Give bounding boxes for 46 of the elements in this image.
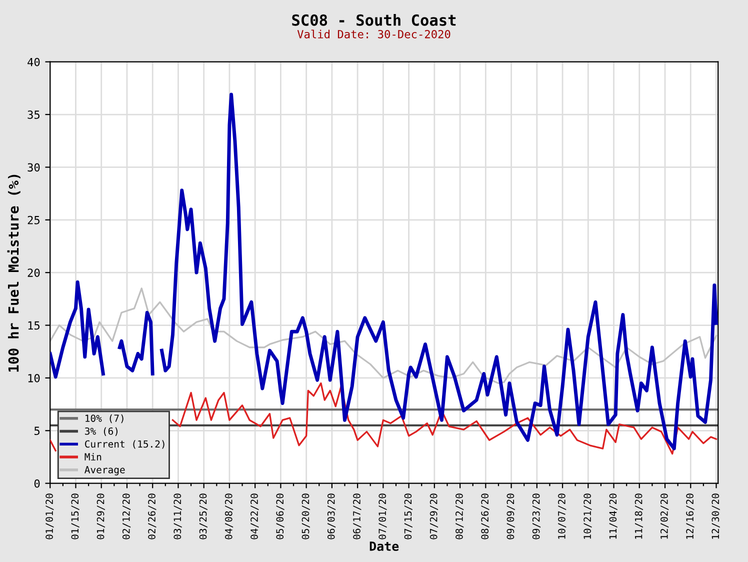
x-tick-label: 06/03/20 <box>327 494 336 540</box>
x-tick-label: 02/26/20 <box>148 494 156 540</box>
x-tick-label: 04/22/20 <box>250 494 259 540</box>
x-axis-title: Date <box>370 542 399 551</box>
x-tick-label: 06/17/20 <box>353 494 362 540</box>
chart-title: SC08 - South Coast <box>292 14 456 26</box>
y-tick-label: 10 <box>28 374 40 382</box>
y-tick-label: 35 <box>28 110 40 119</box>
chart-subtitle: Valid Date: 30-Dec-2020 <box>297 30 450 38</box>
legend-label: Current (15.2) <box>85 440 164 449</box>
y-tick-label: 20 <box>28 268 40 277</box>
y-tick-label: 30 <box>28 163 40 172</box>
x-tick-label: 09/23/20 <box>532 494 541 540</box>
x-tick-label: 12/30/20 <box>712 494 720 539</box>
x-tick-label: 07/01/20 <box>378 494 387 540</box>
x-tick-label: 10/21/20 <box>584 494 592 539</box>
x-tick-label: 11/04/20 <box>609 494 618 539</box>
x-tick-label: 04/08/20 <box>224 494 234 540</box>
x-tick-label: 08/26/20 <box>481 494 490 540</box>
x-tick-label: 03/25/20 <box>199 494 208 540</box>
y-axis-title: 100 hr Fuel Moisture (%) <box>7 174 20 372</box>
y-tick-label: 5 <box>34 426 40 436</box>
y-tick-label: 25 <box>28 216 40 224</box>
x-tick-label: 07/15/20 <box>404 494 412 540</box>
x-tick-label: 12/16/20 <box>686 494 694 539</box>
legend-label: 10% (7) <box>86 414 124 424</box>
x-tick-label: 02/12/20 <box>122 494 131 540</box>
x-tick-label: 03/11/20 <box>174 494 182 540</box>
x-tick-label: 05/20/20 <box>302 494 310 540</box>
x-tick-label: 10/07/20 <box>558 494 566 539</box>
y-tick-label: 40 <box>28 58 40 66</box>
x-tick-label: 11/18/20 <box>634 494 643 539</box>
x-tick-label: 07/29/20 <box>430 494 438 540</box>
x-tick-label: 01/15/20 <box>71 494 80 540</box>
y-tick-label: 0 <box>34 479 40 488</box>
legend-label: Min <box>84 453 102 460</box>
legend-label: Average <box>84 466 125 476</box>
ref-line-label: 3% (6) <box>85 427 118 436</box>
x-tick-label: 08/12/20 <box>456 494 464 540</box>
x-tick-label: 12/02/20 <box>660 494 669 539</box>
x-tick-label: 05/06/20 <box>276 494 284 540</box>
x-tick-label: 09/09/20 <box>506 494 515 540</box>
line-series <box>50 288 718 384</box>
x-tick-label: 01/01/20 <box>46 494 54 540</box>
x-tick-label: 01/29/20 <box>96 494 105 540</box>
y-tick-label: 15 <box>28 321 40 330</box>
